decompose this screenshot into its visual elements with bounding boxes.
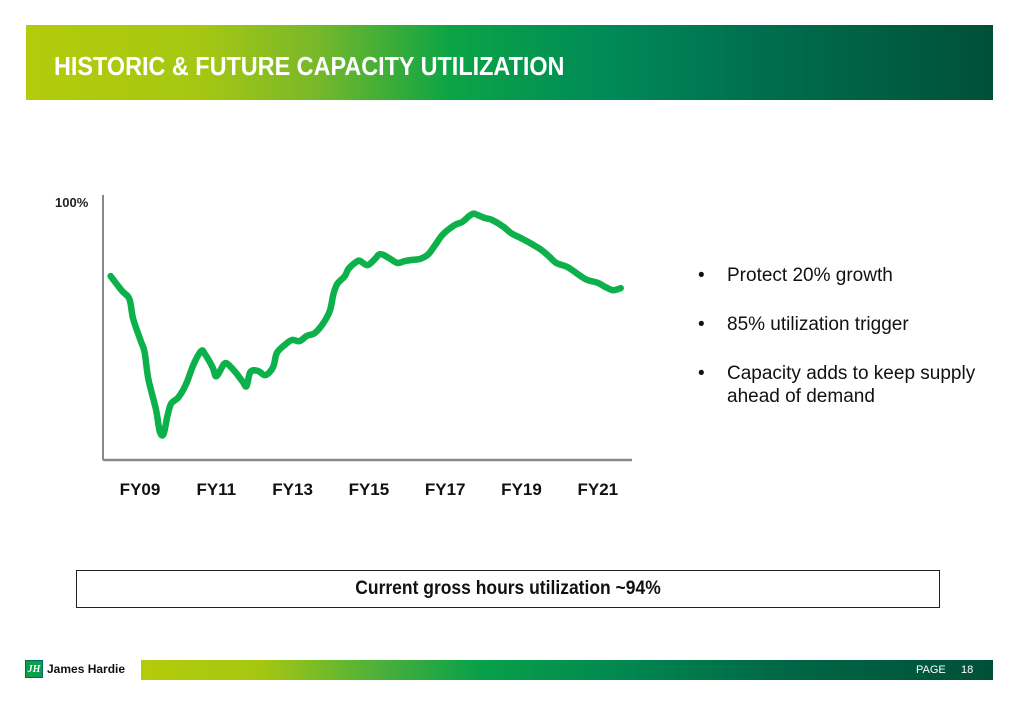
james-hardie-logo-icon: JH xyxy=(25,660,43,678)
page-label: PAGE xyxy=(916,664,946,676)
bullet-text: Capacity adds to keep supply ahead of de… xyxy=(727,363,976,407)
bullet-item: • 85% utilization trigger xyxy=(698,313,998,336)
bullet-icon: • xyxy=(698,314,705,335)
x-tick-label: FY21 xyxy=(577,480,619,499)
bullet-icon: • xyxy=(698,363,705,384)
page-number: 18 xyxy=(961,664,974,676)
bullet-icon: • xyxy=(698,265,705,286)
x-tick-label: FY19 xyxy=(501,480,542,499)
bullet-item: • Protect 20% growth xyxy=(698,264,998,287)
x-tick-label: FY15 xyxy=(348,480,390,499)
company-name: James Hardie xyxy=(47,662,126,676)
footer-banner xyxy=(141,660,993,680)
y-tick-label: 100% xyxy=(55,195,89,210)
company-logo: JH James Hardie xyxy=(25,660,125,678)
x-tick-label: FY17 xyxy=(424,480,466,499)
bullet-text: 85% utilization trigger xyxy=(727,314,909,335)
callout-box: Current gross hours utilization ~94% xyxy=(76,570,940,608)
header-banner xyxy=(26,25,993,100)
x-tick-label: FY13 xyxy=(272,480,313,499)
callout-text: Current gross hours utilization ~94% xyxy=(355,578,661,599)
x-tick-label: FY09 xyxy=(119,480,161,499)
bullet-item: • Capacity adds to keep supply ahead of … xyxy=(698,362,977,408)
series-line-capacity-utilization xyxy=(107,210,624,439)
bullet-text: Protect 20% growth xyxy=(727,265,893,286)
bullet-list: • Protect 20% growth • 85% utilization t… xyxy=(698,264,998,434)
page-title: HISTORIC & FUTURE CAPACITY UTILIZATION xyxy=(54,51,565,81)
x-tick-label: FY11 xyxy=(196,480,237,499)
